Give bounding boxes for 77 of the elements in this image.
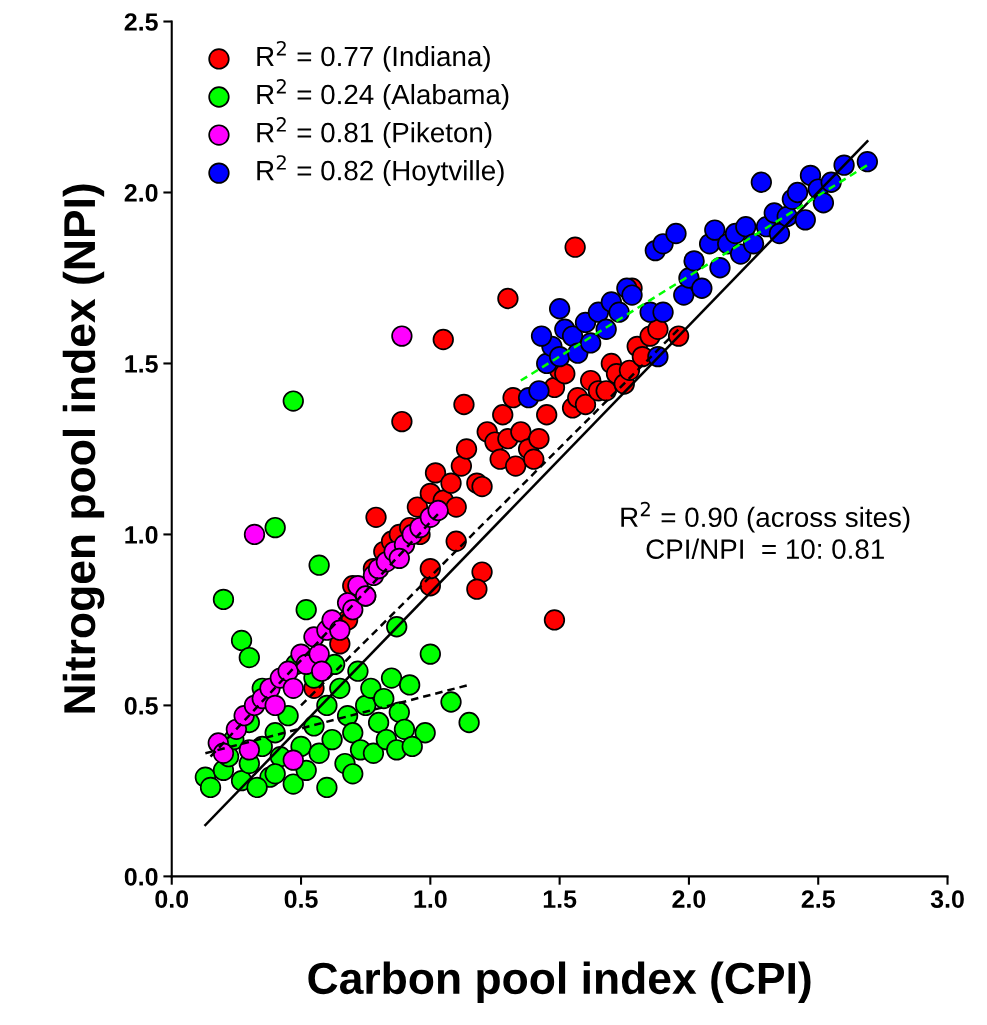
point (683, 250, 705, 272)
y-tick-label: 0.0 (124, 867, 158, 886)
x-tick-label: 2.0 (672, 890, 706, 908)
legend-label: R$^{2}$ = 0.24 (Alabama) (257, 79, 509, 110)
legend-label: R$^{2}$ = 0.81 (Piketon) (257, 117, 492, 148)
point (238, 739, 260, 761)
point (580, 332, 602, 354)
annotation: CPI/NPI = 10: 0.81 (646, 538, 884, 559)
point (691, 277, 713, 299)
point (608, 301, 630, 323)
annotation: R$^{2}$ = 0.90 (across sites) (621, 501, 910, 533)
point (230, 629, 253, 652)
point (704, 219, 726, 241)
point (308, 742, 330, 764)
point (282, 773, 304, 795)
x-tick-label: 1.0 (414, 890, 447, 908)
y-tick-label: 2.0 (124, 184, 158, 202)
point (393, 718, 416, 740)
point (786, 181, 809, 204)
point (427, 499, 449, 522)
x-tick-label: 2.5 (801, 890, 835, 908)
point (665, 222, 687, 245)
point (282, 390, 304, 412)
point (735, 216, 757, 238)
legend-label: R$^{2}$ = 0.82 (Hoytville) (257, 155, 504, 186)
point (311, 660, 333, 682)
point (329, 619, 351, 641)
point (856, 151, 879, 173)
y-tick-label: 1.5 (125, 355, 158, 373)
point (246, 776, 268, 799)
point (398, 674, 421, 696)
point (742, 233, 765, 255)
point (528, 380, 550, 402)
point (264, 763, 286, 785)
x-tick-label: 0.5 (284, 890, 318, 908)
point (530, 325, 553, 347)
point (367, 711, 390, 734)
point (295, 599, 317, 621)
y-axis-title: Nitrogen pool index (NPI) (62, 184, 105, 713)
x-tick-label: 1.5 (543, 890, 577, 908)
point (652, 301, 674, 323)
x-tick-label: 3.0 (930, 890, 964, 908)
point (391, 325, 413, 347)
point (373, 687, 395, 710)
point (709, 257, 731, 279)
y-tick-label: 2.5 (124, 13, 158, 31)
point (342, 763, 364, 785)
point (243, 523, 266, 546)
point (401, 735, 423, 758)
point (316, 776, 338, 799)
point (458, 711, 480, 734)
point (750, 171, 772, 193)
x-axis-title: Carbon pool index (CPI) (308, 961, 811, 1003)
point (812, 192, 835, 214)
point (548, 298, 571, 320)
point (342, 722, 364, 744)
point (264, 516, 286, 539)
x-tick-label: 0.0 (155, 890, 189, 908)
point (342, 599, 364, 621)
point (362, 742, 385, 764)
point (282, 749, 304, 771)
point (419, 643, 441, 665)
point (414, 722, 436, 744)
point (264, 694, 286, 717)
point (238, 646, 260, 669)
point (621, 284, 643, 306)
point (212, 588, 235, 611)
point (794, 209, 816, 231)
y-tick-label: 1.0 (125, 526, 158, 544)
y-tick-label: 0.5 (124, 697, 158, 715)
point (282, 677, 304, 699)
legend-label: R$^{2}$ = 0.77 (Indiana) (257, 40, 490, 72)
point (380, 667, 403, 689)
point (199, 776, 222, 799)
point (321, 728, 343, 751)
point (440, 691, 462, 713)
point (308, 554, 330, 576)
